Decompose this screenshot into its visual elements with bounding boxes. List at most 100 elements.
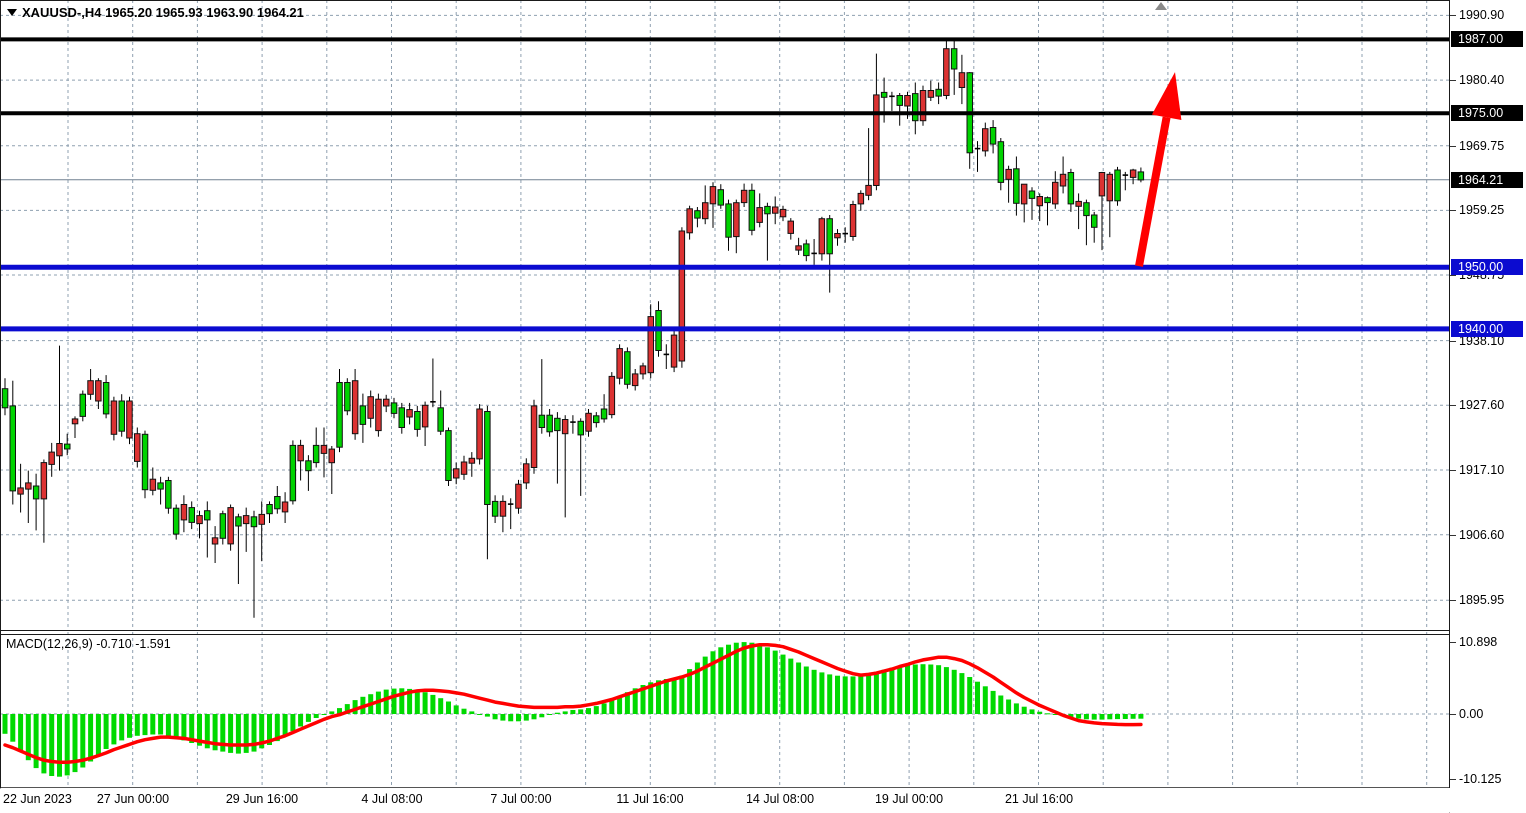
macd-bar xyxy=(2,714,8,734)
macd-bar xyxy=(928,664,934,714)
macd-bar xyxy=(819,672,825,714)
price-tick-mark xyxy=(1450,600,1456,601)
doji-candle-body xyxy=(842,232,848,235)
macd-bar xyxy=(687,669,693,714)
candle-body xyxy=(79,393,86,417)
macd-tick-mark xyxy=(1450,642,1456,643)
macd-bar xyxy=(593,706,599,714)
price-axis[interactable]: 1990.90 1980.40 1969.75 1959.25 1948.75 1938.… xyxy=(1450,0,1526,813)
macd-tick-label: -10.125 xyxy=(1459,772,1502,786)
price-badge-1950.00: 1950.00 xyxy=(1451,259,1523,275)
candle-body xyxy=(779,208,787,218)
candle-body xyxy=(733,202,740,238)
macd-bar xyxy=(438,698,444,714)
macd-tick-label: 0.00 xyxy=(1459,707,1484,721)
macd-bar xyxy=(243,714,249,753)
macd-tick-mark xyxy=(1450,714,1456,715)
candle-body xyxy=(554,417,561,432)
macd-bar xyxy=(1107,714,1113,720)
candle-body xyxy=(235,516,242,527)
candle-body xyxy=(1106,173,1113,202)
candle-body xyxy=(702,202,709,220)
candle-body xyxy=(896,95,903,106)
macd-bar xyxy=(103,714,109,749)
candle-body xyxy=(857,192,865,205)
macd-bar xyxy=(539,714,545,718)
candle-body xyxy=(149,478,157,491)
candle-body xyxy=(593,415,600,424)
symbol-dropdown-icon[interactable] xyxy=(7,9,17,16)
macd-bar xyxy=(858,675,864,714)
candle-body xyxy=(95,380,102,402)
candle-body xyxy=(281,501,289,513)
candle-body xyxy=(958,72,966,88)
macd-bar xyxy=(235,714,241,754)
candle-body xyxy=(1137,171,1145,181)
candle-body xyxy=(624,351,631,385)
macd-bar xyxy=(609,700,615,714)
candle-body xyxy=(515,483,522,509)
macd-bar xyxy=(329,711,335,714)
macd-bar xyxy=(663,679,669,714)
macd-bar xyxy=(827,674,833,714)
macd-bar xyxy=(741,642,747,714)
candle-body xyxy=(468,457,476,464)
candle-body xyxy=(772,206,779,214)
doji-candle-body xyxy=(811,252,817,255)
macd-bar xyxy=(578,709,584,714)
macd-bar xyxy=(469,711,475,714)
candle-body xyxy=(437,407,444,432)
macd-bar xyxy=(492,714,498,720)
price-badge-1987.00: 1987.00 xyxy=(1451,31,1523,47)
macd-bar xyxy=(267,714,272,745)
candle-body xyxy=(935,88,942,97)
candle-body xyxy=(71,418,79,425)
candle-body xyxy=(344,382,351,412)
candle-body xyxy=(997,141,1005,183)
macd-bar xyxy=(290,714,296,732)
macd-bar xyxy=(80,714,86,768)
candle-body xyxy=(631,373,639,387)
candle-body xyxy=(336,382,343,448)
price-tick-mark xyxy=(1450,146,1456,147)
macd-bar xyxy=(881,669,887,714)
candle-body xyxy=(873,94,880,186)
candle-body xyxy=(880,91,888,98)
candle-body xyxy=(258,513,265,525)
trend-arrow[interactable] xyxy=(1135,72,1182,267)
macd-bar xyxy=(197,714,202,746)
price-tick-mark xyxy=(1450,80,1456,81)
macd-bar xyxy=(461,708,467,714)
candle-body xyxy=(740,189,748,204)
candle-body xyxy=(1091,214,1098,228)
candle-body xyxy=(305,460,312,472)
pane-divider-top[interactable] xyxy=(0,630,1449,631)
macd-bar xyxy=(967,677,973,714)
price-chart-pane[interactable] xyxy=(0,0,1449,631)
macd-bar xyxy=(1115,714,1120,720)
macd-bar xyxy=(298,714,304,727)
macd-tick-label: 10.898 xyxy=(1459,635,1498,649)
macd-bar xyxy=(656,680,661,714)
macd-bar xyxy=(531,714,537,720)
pane-divider-bottom[interactable] xyxy=(0,634,1449,635)
price-tick-label: 1980.40 xyxy=(1459,73,1505,87)
candle-body xyxy=(297,444,304,462)
macd-bar xyxy=(313,714,319,718)
time-tick-label: 19 Jul 00:00 xyxy=(874,792,944,806)
candle-body xyxy=(227,507,234,545)
price-tick-mark xyxy=(1450,210,1456,211)
macd-bar xyxy=(835,675,840,714)
macd-pane[interactable] xyxy=(0,632,1449,788)
candle-body xyxy=(585,412,592,432)
macd-bar xyxy=(165,714,171,736)
macd-bar xyxy=(889,667,895,714)
candle-body xyxy=(1083,202,1090,217)
macd-bar xyxy=(718,647,724,714)
macd-bar xyxy=(951,669,957,714)
macd-bar xyxy=(920,664,926,714)
candle-body xyxy=(266,504,273,515)
time-axis[interactable]: 22 Jun 2023 27 Jun 00:00 29 Jun 16:00 4 Jul… xyxy=(0,789,1449,813)
symbol-title-text: XAUUSD-,H4 1965.20 1965.93 1963.90 1964.… xyxy=(22,5,304,20)
candle-body xyxy=(165,480,172,509)
